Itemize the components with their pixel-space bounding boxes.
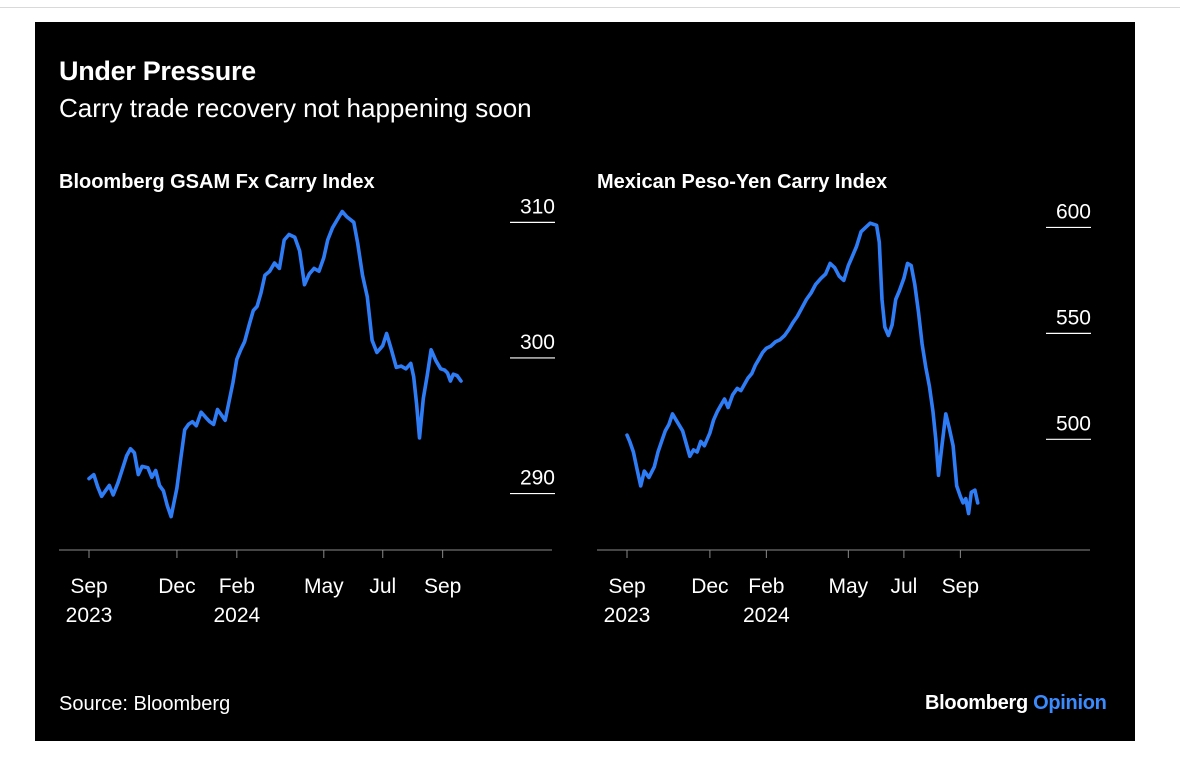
gsam-x-tick-label: Feb bbox=[219, 575, 255, 598]
gsam-y-tick-label: 300 bbox=[520, 331, 555, 354]
mxnjpy-x-tick-label: Jul bbox=[890, 575, 917, 598]
mxnjpy-y-tick-label: 500 bbox=[1056, 412, 1091, 435]
gsam-x-tick-label: May bbox=[304, 575, 344, 598]
mxnjpy-x-tick-year-label: 2023 bbox=[604, 604, 651, 627]
gsam-y-tick-label: 310 bbox=[520, 195, 555, 218]
mxnjpy-panel-title: Mexican Peso-Yen Carry Index bbox=[597, 171, 887, 193]
mxnjpy-x-tick-label: Feb bbox=[748, 575, 784, 598]
mxnjpy-y-tick-label: 550 bbox=[1056, 306, 1091, 329]
gsam-y-tick-label: 290 bbox=[520, 467, 555, 490]
mxnjpy-y-tick-label: 600 bbox=[1056, 200, 1091, 223]
chart-title: Under Pressure bbox=[59, 56, 256, 86]
charts-canvas: Bloomberg GSAM Fx Carry Index Sep 2023 Dec F… bbox=[59, 171, 1091, 627]
mxnjpy-series-line bbox=[625, 221, 980, 516]
mxnjpy-x-tick-year-label: 2024 bbox=[743, 604, 790, 627]
gsam-x-tick-label: Sep bbox=[70, 575, 107, 598]
mxnjpy-x-tick-label: Dec bbox=[691, 575, 728, 598]
chart-card: Under Pressure Carry trade recovery not … bbox=[35, 22, 1135, 741]
gsam-x-tick-year-label: 2024 bbox=[213, 604, 260, 627]
gsam-x-tick-label: Jul bbox=[369, 575, 396, 598]
brand-name: Bloomberg bbox=[925, 692, 1028, 714]
mxnjpy-x-tick-label: May bbox=[828, 575, 868, 598]
mxnjpy-x-tick-label: Sep bbox=[608, 575, 645, 598]
gsam-panel-title: Bloomberg GSAM Fx Carry Index bbox=[59, 171, 375, 193]
mxnjpy-x-tick-label: Sep bbox=[942, 575, 979, 598]
gsam-x-tick-year-label: 2023 bbox=[66, 604, 113, 627]
gsam-x-tick-label: Dec bbox=[158, 575, 195, 598]
chart-subtitle: Carry trade recovery not happening soon bbox=[59, 93, 532, 123]
gsam-x-tick-label: Sep bbox=[424, 575, 461, 598]
top-divider bbox=[0, 7, 1180, 8]
brand-opinion: Opinion bbox=[1033, 692, 1107, 714]
gsam-series-line bbox=[87, 209, 463, 519]
source-note: Source: Bloomberg bbox=[59, 693, 231, 715]
brand-logo: Bloomberg Opinion bbox=[925, 692, 1107, 715]
